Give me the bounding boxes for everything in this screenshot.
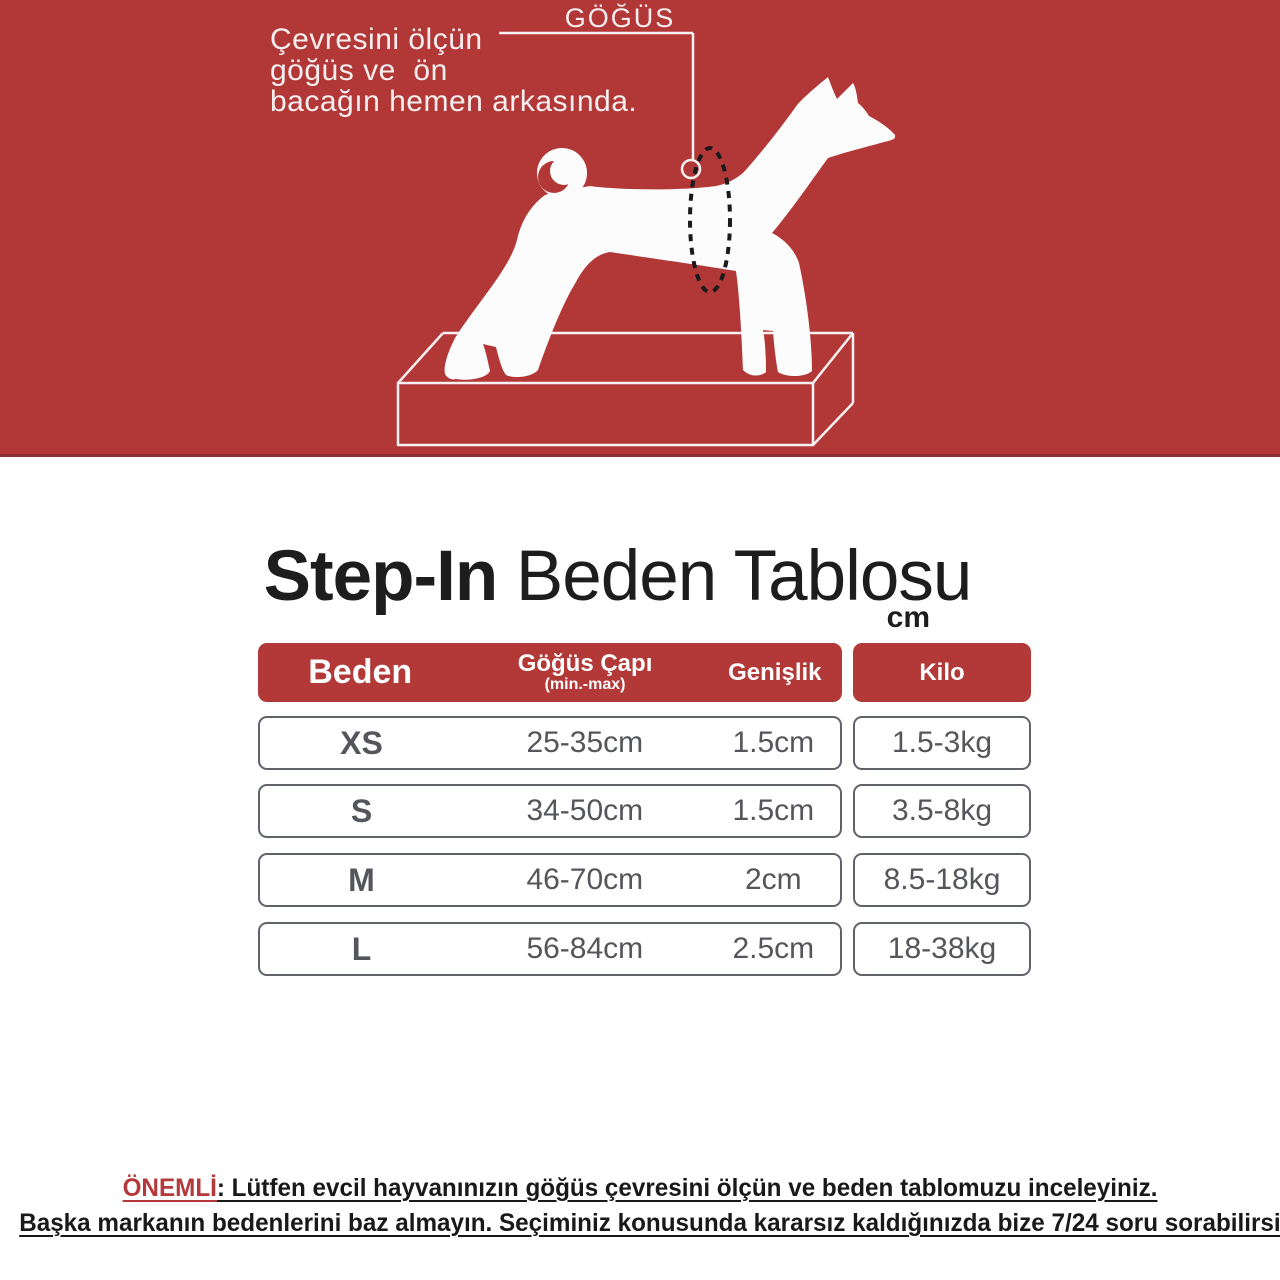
title-suffix: Beden Tablosu	[497, 537, 972, 616]
header-chest-label: Göğüs Çapı	[517, 650, 653, 677]
cell-weight: 18-38kg	[853, 922, 1031, 976]
cell-width: 2.5cm	[732, 932, 815, 965]
cell-width: 1.5cm	[732, 794, 815, 827]
cell-size: S	[350, 792, 373, 829]
important-label: ÖNEMLİ	[122, 1174, 217, 1202]
row-main: L 56-84cm 2.5cm	[258, 922, 842, 976]
cell-size: L	[351, 930, 372, 967]
cell-width: 1.5cm	[732, 726, 815, 759]
cell-width: 2cm	[744, 863, 802, 896]
unit-label: cm	[886, 601, 930, 634]
table-header-row: Beden Göğüs Çapı (min.-max) Genişlik Kil…	[258, 643, 1031, 702]
header-size: Beden	[308, 653, 413, 691]
instruction-line: göğüs ve ön	[270, 54, 448, 87]
header-chest-sub: (min.-max)	[544, 676, 626, 693]
row-main: XS 25-35cm 1.5cm	[258, 716, 842, 770]
cell-chest: 34-50cm	[526, 794, 644, 827]
row-main: M 46-70cm 2cm	[258, 853, 842, 907]
cell-size: XS	[340, 724, 383, 761]
cell-weight: 8.5-18kg	[853, 853, 1031, 907]
hero-section: Çevresini ölçün göğüs ve ön bacağın heme…	[0, 0, 1280, 457]
cell-weight: 3.5-8kg	[853, 784, 1031, 838]
header-weight: Kilo	[853, 643, 1031, 702]
note-text-2: Başka markanın bedenlerini baz almayın. …	[19, 1209, 1280, 1237]
instruction-line: bacağın hemen arkasında.	[270, 85, 638, 118]
title-product-name: Step-In	[263, 537, 499, 616]
row-main: S 34-50cm 1.5cm	[258, 784, 842, 838]
cell-chest: 25-35cm	[526, 726, 644, 759]
cell-chest: 56-84cm	[526, 932, 644, 965]
table-row: XS 25-35cm 1.5cm 1.5-3kg	[258, 716, 1031, 770]
table-header-main: Beden Göğüs Çapı (min.-max) Genişlik	[258, 643, 842, 702]
important-note-line-2: Başka markanın bedenlerini baz almayın. …	[19, 1209, 1280, 1238]
note-text-1: : Lütfen evcil hayvanınızın göğüs çevres…	[216, 1174, 1158, 1202]
cell-size: M	[348, 861, 375, 898]
page-title: Step-In Beden Tablosu	[0, 536, 1235, 617]
measure-ellipse-icon	[688, 146, 732, 294]
important-note-line-1: ÖNEMLİ: Lütfen evcil hayvanınızın göğüs …	[19, 1174, 1261, 1203]
dog-silhouette-icon	[444, 77, 896, 380]
measurement-instruction: Çevresini ölçün göğüs ve ön bacağın heme…	[270, 24, 637, 117]
header-chest: Göğüs Çapı (min.-max)	[462, 650, 707, 694]
header-width: Genişlik	[728, 658, 822, 686]
cell-chest: 46-70cm	[526, 863, 644, 896]
instruction-line: Çevresini ölçün	[270, 23, 483, 56]
section-divider	[0, 454, 1280, 457]
measurement-diagram	[396, 31, 896, 447]
table-row: L 56-84cm 2.5cm 18-38kg	[258, 922, 1031, 976]
cell-weight: 1.5-3kg	[853, 716, 1031, 770]
leader-line-icon	[499, 31, 702, 180]
table-row: M 46-70cm 2cm 8.5-18kg	[258, 853, 1031, 907]
chest-label: GÖĞÜS	[564, 3, 676, 33]
table-row: S 34-50cm 1.5cm 3.5-8kg	[258, 784, 1031, 838]
